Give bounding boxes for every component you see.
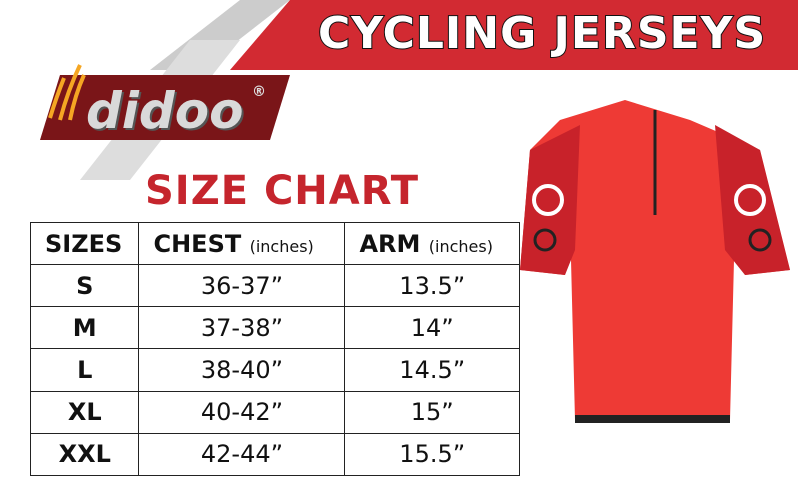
chest-cell: 37-38” <box>138 306 346 350</box>
logo-bg <box>40 75 290 140</box>
size-row: XL 40-42” 15” <box>29 390 520 434</box>
page-title: CYCLING JERSEYS <box>317 7 767 60</box>
arm-cell: 13.5” <box>344 264 520 308</box>
size-cell: XXL <box>29 432 140 477</box>
size-cell: XL <box>29 390 140 434</box>
chest-cell: 38-40” <box>138 348 346 392</box>
logo-mark: ® <box>252 84 266 100</box>
size-table: SIZES CHEST (inches) ARM (inches) S 36-37… <box>29 221 520 477</box>
header-row: SIZES CHEST (inches) ARM (inches) <box>29 221 520 266</box>
arm-cell: 14.5” <box>344 348 520 392</box>
chest-cell: 40-42” <box>138 390 346 434</box>
size-row: M 37-38” 14” <box>29 306 520 350</box>
size-row: L 38-40” 14.5” <box>29 348 520 392</box>
size-cell: M <box>29 306 140 350</box>
column-label: SIZES <box>45 229 123 258</box>
arm-cell: 15” <box>344 390 520 434</box>
column-header: SIZES <box>29 221 140 266</box>
column-unit: (inches) <box>428 236 493 256</box>
column-unit: (inches) <box>249 236 314 256</box>
column-label: CHEST <box>153 229 242 258</box>
logo: didoo <box>86 82 244 140</box>
size-cell: L <box>29 348 140 392</box>
logo-flame <box>48 64 86 121</box>
jersey <box>520 100 790 423</box>
chest-cell: 36-37” <box>138 264 346 308</box>
size-row: XXL 42-44” 15.5” <box>29 432 520 477</box>
size-row: S 36-37” 13.5” <box>29 264 520 308</box>
banner <box>230 0 798 70</box>
arm-cell: 15.5” <box>344 432 520 477</box>
chart-title: SIZE CHART <box>145 168 420 214</box>
column-header: ARM (inches) <box>344 221 520 266</box>
column-header: CHEST (inches) <box>138 221 346 266</box>
table-body: S 36-37” 13.5” M 37-38” 14” L 38-40” 14.5” XL 40-4… <box>29 264 520 477</box>
column-label: ARM <box>359 229 421 258</box>
chest-cell: 42-44” <box>138 432 346 477</box>
arm-cell: 14” <box>344 306 520 350</box>
size-cell: S <box>29 264 140 308</box>
